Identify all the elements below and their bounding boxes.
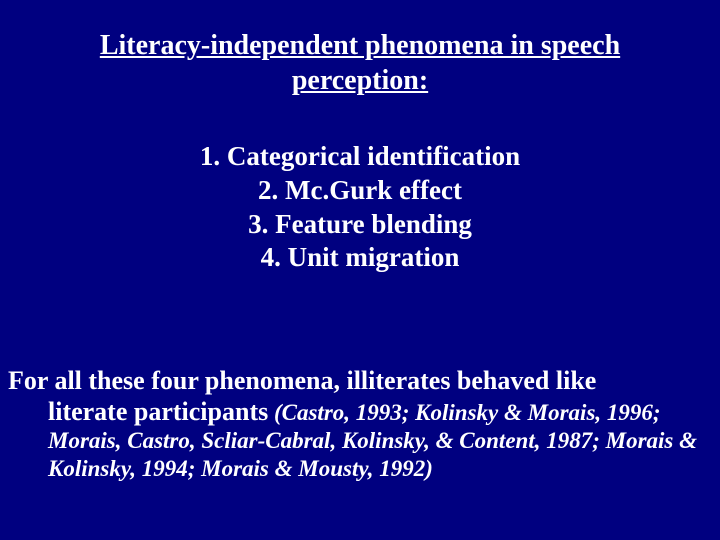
citation-inline: (Castro, 1993; Kolinsky & Morais, 1996; [268,400,660,425]
conclusion-line: For all these four phenomena, illiterate… [8,365,700,396]
conclusion-lead-1: For all these four phenomena, illiterate… [8,366,596,395]
slide-title: Literacy-independent phenomena in speech… [0,0,720,98]
list-item: 3. Feature blending [0,208,720,242]
phenomena-list: 1. Categorical identification 2. Mc.Gurk… [0,140,720,275]
conclusion-line: literate participants (Castro, 1993; Kol… [8,396,700,427]
citation-line: Morais, Castro, Scliar-Cabral, Kolinsky,… [8,427,700,455]
title-line-2: perception: [292,65,428,96]
conclusion-lead-2: literate participants [48,397,268,426]
citation-line: Kolinsky, 1994; Morais & Mousty, 1992) [8,455,700,483]
title-line-1: Literacy-independent phenomena in speech [100,30,620,61]
conclusion-block: For all these four phenomena, illiterate… [8,365,700,483]
list-item: 2. Mc.Gurk effect [0,174,720,208]
list-item: 1. Categorical identification [0,140,720,174]
list-item: 4. Unit migration [0,241,720,275]
